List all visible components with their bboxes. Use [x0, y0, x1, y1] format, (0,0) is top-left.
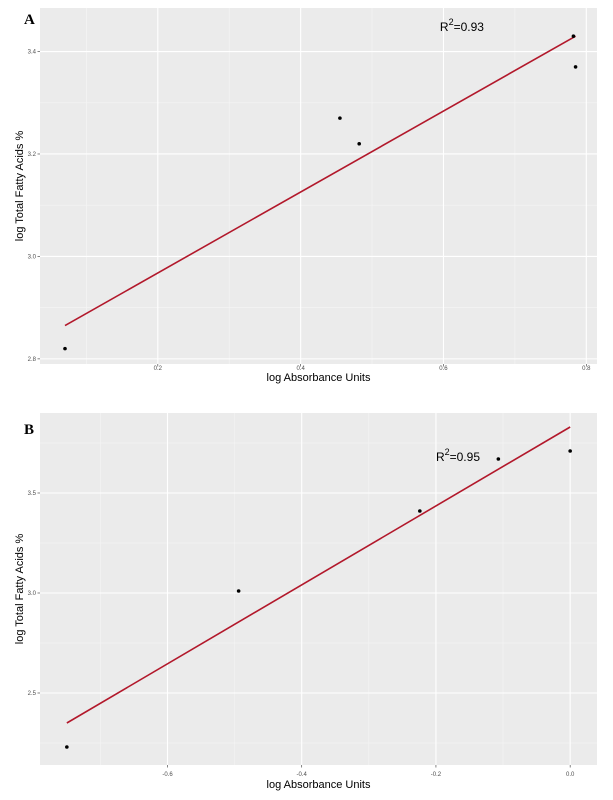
data-point — [496, 457, 501, 461]
y-tick-label: 3.0 — [28, 591, 37, 597]
x-tick-label: -0.2 — [431, 772, 442, 778]
y-axis-title: log Total Fatty Acids % — [14, 131, 26, 242]
y-axis-title: log Total Fatty Acids % — [14, 534, 26, 645]
plot-background — [40, 413, 597, 765]
r-squared-annotation: R2=0.93 — [440, 17, 484, 34]
x-tick-label: -0.6 — [162, 772, 173, 778]
y-tick-label: 3.5 — [28, 491, 37, 497]
x-tick-label: 0.8 — [582, 366, 591, 372]
data-point — [65, 745, 69, 749]
annotation-value: =0.93 — [454, 20, 485, 34]
annotation-superscript: 2 — [445, 447, 450, 457]
x-tick-label: 0.4 — [296, 366, 305, 372]
regression-line — [66, 426, 571, 724]
y-tick-label: 3.4 — [28, 50, 37, 56]
data-point — [236, 589, 241, 593]
panel-b: -0.6 -0.4 -0.2 0.0 2.5 3.0 3.5 R2=0.95 log Absor… — [14, 413, 597, 791]
x-tick-label: -0.4 — [297, 772, 308, 778]
panel-label: A — [24, 12, 35, 28]
y-tick-label: 2.5 — [28, 691, 37, 697]
data-point — [568, 449, 572, 453]
regression-line — [64, 35, 576, 327]
annotation-superscript: 2 — [449, 17, 454, 27]
data-point — [63, 346, 67, 351]
plot-background — [40, 8, 597, 364]
x-tick-label: 0.6 — [439, 366, 448, 372]
annotation-value: =0.95 — [450, 450, 481, 464]
data-point — [338, 116, 342, 120]
y-tick-label: 3.0 — [28, 254, 37, 260]
data-point — [573, 65, 578, 69]
panel-label: B — [24, 422, 34, 438]
annotation-base: R — [440, 20, 449, 34]
annotation-base: R — [436, 450, 445, 464]
panel-a: 0.2 0.4 0.6 0.8 2.8 3.0 3.2 3.4 R2=0.93 log Absor… — [14, 8, 597, 384]
data-point — [418, 509, 422, 513]
x-tick-label: 0.0 — [566, 772, 575, 778]
y-tick-label: 2.8 — [28, 357, 37, 363]
y-tick-label: 3.2 — [28, 152, 37, 158]
data-point — [357, 141, 362, 146]
x-axis-title: log Absorbance Units — [267, 779, 371, 791]
data-point — [571, 34, 576, 38]
r-squared-annotation: R2=0.95 — [436, 447, 480, 464]
x-tick-label: 0.2 — [154, 366, 163, 372]
x-axis-title: log Absorbance Units — [267, 372, 371, 384]
